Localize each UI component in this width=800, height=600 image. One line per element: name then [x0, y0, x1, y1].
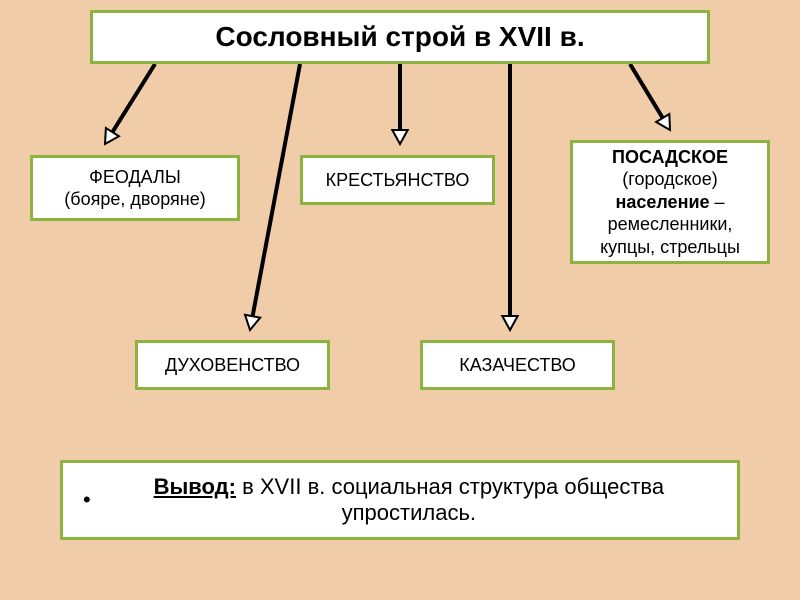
- conclusion-box: • Вывод: в XVII в. социальная структура …: [60, 460, 740, 540]
- box-line: (бояре, дворяне): [64, 188, 205, 211]
- conclusion-text: в XVII в. социальная структура общества …: [236, 474, 664, 525]
- box-duhovenstvo: ДУХОВЕНСТВО: [135, 340, 330, 390]
- box-line: ПОСАДСКОЕ: [612, 146, 728, 169]
- box-line: ремесленники,: [608, 213, 733, 236]
- conclusion-text-wrap: Вывод: в XVII в. социальная структура об…: [101, 474, 717, 526]
- box-line: ФЕОДАЛЫ: [89, 166, 181, 189]
- box-posadskoe: ПОСАДСКОЕ(городское)население –ремесленн…: [570, 140, 770, 264]
- box-line: КАЗАЧЕСТВО: [459, 354, 576, 377]
- box-line: ДУХОВЕНСТВО: [165, 354, 300, 377]
- conclusion-bullet: •: [83, 487, 91, 513]
- conclusion-label: Вывод:: [154, 474, 236, 499]
- box-kazachestvo: КАЗАЧЕСТВО: [420, 340, 615, 390]
- box-line: население –: [615, 191, 724, 214]
- box-feodaly: ФЕОДАЛЫ(бояре, дворяне): [30, 155, 240, 221]
- box-krestyanstvo: КРЕСТЬЯНСТВО: [300, 155, 495, 205]
- box-line: КРЕСТЬЯНСТВО: [326, 169, 470, 192]
- title-box: Сословный строй в XVII в.: [90, 10, 710, 64]
- title-text: Сословный строй в XVII в.: [215, 21, 584, 53]
- box-line: купцы, стрельцы: [600, 236, 740, 259]
- box-line: (городское): [622, 168, 717, 191]
